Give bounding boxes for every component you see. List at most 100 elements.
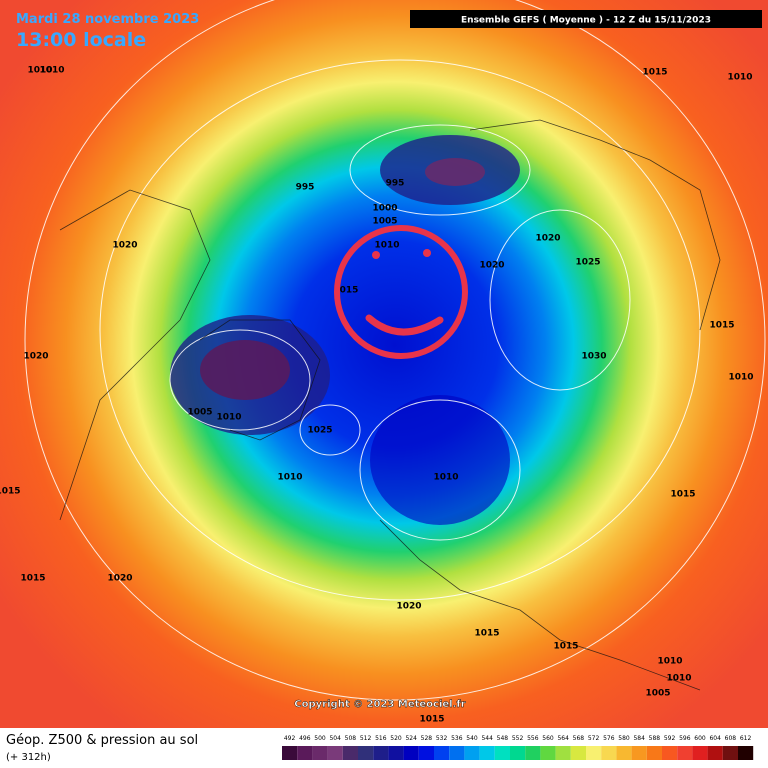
isobar-label: 1015 [474, 629, 499, 639]
isobar-label: 1010 [727, 73, 752, 83]
geopotential-field [0, 0, 768, 728]
scale-swatch [555, 746, 571, 760]
scale-swatch [494, 746, 510, 760]
copyright: Copyright © 2023 Meteociel.fr [294, 699, 465, 710]
scale-swatch [297, 746, 313, 760]
scale-swatch [373, 746, 389, 760]
scale-label: 544 [481, 735, 493, 742]
isobar-label: 1015 [642, 68, 667, 78]
isobar-label: 1010 [666, 674, 691, 684]
low-core [425, 158, 485, 186]
isobar-label: 1020 [112, 241, 137, 251]
low-core [200, 340, 290, 400]
date: Mardi 28 novembre 2023 [16, 12, 199, 27]
coastline [379, 519, 701, 691]
isobar [349, 124, 531, 216]
scale-label: 540 [466, 735, 478, 742]
isobar-label: 1020 [479, 261, 504, 271]
smiley-eye [423, 249, 431, 257]
scale-label: 564 [557, 735, 569, 742]
scale-label: 520 [390, 735, 402, 742]
isobar-label: 1015 [670, 490, 695, 500]
scale-swatch [631, 746, 647, 760]
isobar-label: 1005 [372, 217, 397, 227]
isobar-label: 1010 [277, 473, 302, 483]
scale-label: 568 [573, 735, 585, 742]
scale-swatch [738, 746, 754, 760]
scale-swatch [707, 746, 723, 760]
run-banner [410, 10, 762, 28]
scale-label: 528 [421, 735, 433, 742]
scale-swatch [692, 746, 708, 760]
isobar-label: 1020 [23, 352, 48, 362]
scale-swatch [525, 746, 541, 760]
scale-swatch [449, 746, 465, 760]
scale-label: 524 [405, 735, 417, 742]
isobar-label: 1015 [0, 487, 21, 497]
footer-title: Géop. Z500 & pression au sol [6, 733, 198, 748]
isobar-label: 995 [386, 179, 405, 189]
isobar-label: 1020 [535, 234, 560, 244]
coastlines [59, 119, 721, 691]
isobar-label: 1015 [709, 321, 734, 331]
smiley-mouth [365, 314, 444, 336]
scale-label: 588 [649, 735, 661, 742]
isobar-label: 1025 [307, 426, 332, 436]
scale-label: 496 [299, 735, 311, 742]
isobar-label: 1010 [216, 413, 241, 423]
scale-label: 532 [436, 735, 448, 742]
scale-swatch [342, 746, 358, 760]
lead-time: (+ 312h) [6, 752, 51, 763]
isobar-label: 1030 [581, 352, 606, 362]
scale-label: 584 [633, 735, 645, 742]
isobar-label: 1005 [187, 408, 212, 418]
trough [370, 395, 510, 525]
isobar-label: 1025 [575, 258, 600, 268]
scale-swatch [434, 746, 450, 760]
scale-swatch [418, 746, 434, 760]
scale-label: 596 [679, 735, 691, 742]
isobar-label: 1020 [396, 602, 421, 612]
isobar-labels: 1010 1015 1010 995 995 1000 1005 1010 1020 1020 10… [0, 66, 754, 725]
scale-label: 492 [284, 735, 296, 742]
scale-label: 548 [497, 735, 509, 742]
scale-swatch [570, 746, 586, 760]
scale-label: 504 [329, 735, 341, 742]
scale-label: 556 [527, 735, 539, 742]
scale-swatch [586, 746, 602, 760]
scale-swatch [662, 746, 678, 760]
scale-label: 516 [375, 735, 387, 742]
coastline [469, 119, 721, 331]
scale-swatch [510, 746, 526, 760]
color-scale: 492 496 500 504 508 512 516 520 524 528 532 536 540 5… [282, 735, 754, 760]
scale-label: 536 [451, 735, 463, 742]
isobar-label: 1005 [645, 689, 670, 699]
scale-label: 576 [603, 735, 615, 742]
scale-swatch [327, 746, 343, 760]
isobar-label: 1010 [657, 657, 682, 667]
scale-swatch [479, 746, 495, 760]
isobar-label: 1015 [20, 574, 45, 584]
run-info: Ensemble GEFS ( Moyenne ) - 12 Z du 15/1… [461, 16, 711, 26]
isobar [169, 329, 311, 431]
isobar-label: 1015 [419, 715, 444, 725]
isobar [359, 399, 521, 541]
smiley-eye [372, 251, 380, 259]
isobar-label: 995 [296, 183, 315, 193]
scale-label: 560 [542, 735, 554, 742]
scale-label: 612 [740, 735, 752, 742]
scale-swatch [403, 746, 419, 760]
scale-swatch [540, 746, 556, 760]
scale-label: 600 [694, 735, 706, 742]
scale-swatch [722, 746, 738, 760]
scale-label: 608 [725, 735, 737, 742]
coastline [59, 189, 211, 521]
isobar-label: 1010 [374, 241, 399, 251]
scale-label: 592 [664, 735, 676, 742]
smiley-drawing [334, 225, 468, 359]
smiley-circle [334, 225, 468, 359]
isobar-label: 1010 [39, 66, 64, 76]
isobar-label: 1010 [433, 473, 458, 483]
scale-swatch [388, 746, 404, 760]
